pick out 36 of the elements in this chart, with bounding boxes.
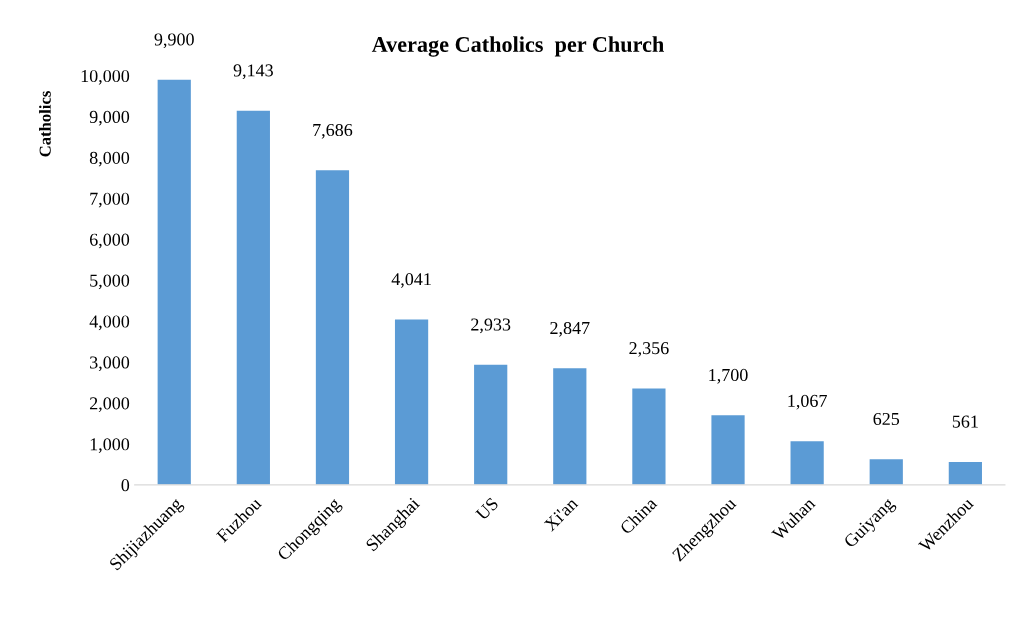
y-tick-label: 3,000 <box>90 356 130 372</box>
y-tick-label: 9,000 <box>89 110 130 126</box>
bar <box>711 415 745 485</box>
data-label: 9,143 <box>233 64 273 80</box>
bar <box>474 364 508 485</box>
bar <box>157 79 191 485</box>
bar <box>553 368 587 485</box>
y-tick-label: 5,000 <box>90 274 130 290</box>
data-label: 561 <box>952 415 978 428</box>
data-label: 2,933 <box>471 318 511 334</box>
data-label: 625 <box>873 412 900 426</box>
data-label: 1,700 <box>709 368 748 384</box>
bar <box>790 441 824 485</box>
data-label: 2,356 <box>629 342 669 357</box>
bar <box>948 461 982 485</box>
y-tick-label: 1,000 <box>90 438 130 453</box>
data-label: 7,686 <box>313 123 353 139</box>
data-label: 2,847 <box>550 321 590 337</box>
y-tick-label: 10,000 <box>81 69 130 85</box>
x-tick-label: US <box>475 497 499 521</box>
y-axis-title: Catholics <box>39 91 51 157</box>
bar <box>394 319 429 485</box>
y-tick-label: 0 <box>121 479 130 492</box>
bar <box>315 170 350 485</box>
data-label: 9,900 <box>154 33 194 49</box>
y-tick-label: 8,000 <box>89 151 130 167</box>
y-tick-label: 4,000 <box>89 315 130 331</box>
data-label: 1,067 <box>788 394 827 410</box>
data-label: 4,041 <box>391 273 431 288</box>
y-tick-label: 6,000 <box>89 233 130 249</box>
bar <box>869 459 903 485</box>
bar <box>632 388 666 485</box>
bar <box>236 110 270 485</box>
y-tick-label: 2,000 <box>89 397 130 413</box>
y-tick-label: 7,000 <box>90 192 130 208</box>
chart-title: Average Catholics per Church <box>371 36 664 57</box>
